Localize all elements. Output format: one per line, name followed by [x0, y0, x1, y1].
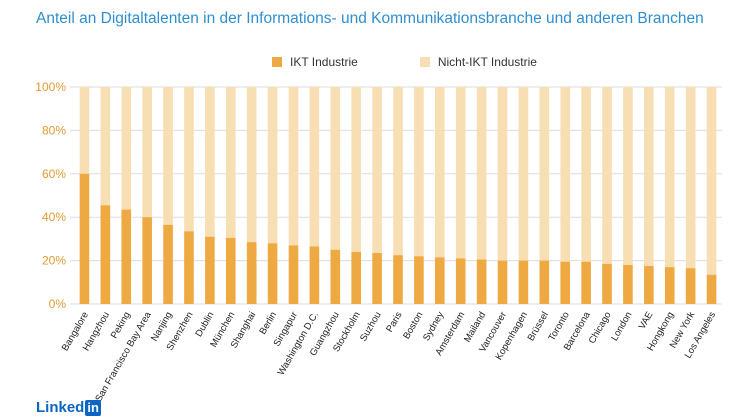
bar-ikt — [560, 261, 571, 304]
chart-legend: IKT Industrie Nicht-IKT Industrie — [272, 55, 599, 69]
legend-item-nicht-ikt: Nicht-IKT Industrie — [419, 55, 537, 69]
y-tick-label: 0% — [49, 297, 67, 311]
bar-nicht-ikt — [79, 87, 90, 174]
legend-label-ikt: IKT Industrie — [290, 55, 358, 69]
chart-title: Anteil an Digitaltalenten in der Informa… — [36, 10, 704, 27]
bar-ikt — [142, 217, 152, 304]
bar-nicht-ikt — [372, 87, 382, 254]
bar-nicht-ikt — [142, 87, 152, 218]
bar-nicht-ikt — [246, 87, 257, 243]
bar-ikt — [163, 224, 173, 304]
linkedin-logo-badge: in — [85, 399, 101, 416]
linkedin-logo-text: Linked — [36, 399, 85, 416]
bar-ikt — [330, 249, 341, 304]
legend-item-ikt: IKT Industrie — [272, 55, 358, 69]
bar-ikt — [539, 260, 550, 304]
bar-ikt — [288, 245, 299, 304]
bar-nicht-ikt — [476, 87, 487, 260]
bar-nicht-ikt — [706, 87, 717, 275]
bar-nicht-ikt — [581, 87, 591, 262]
bar-nicht-ikt — [184, 87, 194, 232]
bar-ikt — [372, 253, 382, 304]
bar-nicht-ikt — [623, 87, 633, 265]
legend-swatch-nicht-ikt — [419, 57, 430, 67]
bar-nicht-ikt — [100, 87, 111, 206]
bar-nicht-ikt — [455, 87, 466, 259]
bar-ikt — [205, 236, 215, 304]
bar-ikt — [644, 266, 654, 304]
bar-ikt — [100, 205, 111, 304]
x-tick-label: Berlin — [258, 310, 280, 337]
x-tick-label: VAE — [637, 310, 656, 331]
y-tick-label: 80% — [42, 123, 66, 137]
bar-ikt — [184, 231, 194, 304]
bar-ikt — [225, 237, 236, 304]
y-tick-label: 100% — [35, 80, 66, 94]
bar-nicht-ikt — [205, 87, 215, 237]
bar-ikt — [267, 243, 278, 304]
bar-nicht-ikt — [309, 87, 320, 247]
bar-nicht-ikt — [414, 87, 424, 257]
bar-ikt — [434, 257, 445, 304]
bar-nicht-ikt — [163, 87, 173, 225]
bar-nicht-ikt — [121, 87, 132, 210]
y-tick-label: 40% — [42, 210, 66, 224]
bar-ikt — [685, 268, 696, 304]
bar-nicht-ikt — [351, 87, 362, 252]
bar-nicht-ikt — [602, 87, 612, 264]
bar-nicht-ikt — [288, 87, 299, 246]
legend-label-nicht-ikt: Nicht-IKT Industrie — [437, 55, 537, 69]
bar-nicht-ikt — [685, 87, 696, 269]
bar-ikt — [414, 256, 424, 304]
bar-ikt — [664, 267, 675, 304]
bar-nicht-ikt — [539, 87, 550, 261]
bar-nicht-ikt — [644, 87, 654, 267]
bar-ikt — [246, 242, 257, 304]
bar-ikt — [351, 251, 362, 304]
bar-nicht-ikt — [560, 87, 571, 262]
bar-ikt — [393, 255, 403, 304]
y-tick-label: 60% — [42, 167, 66, 181]
bar-nicht-ikt — [330, 87, 341, 250]
bar-ikt — [309, 246, 320, 304]
y-tick-label: 20% — [42, 254, 66, 268]
x-tick-label: Paris — [384, 310, 404, 334]
bar-ikt — [455, 258, 466, 304]
bar-ikt — [497, 260, 508, 304]
x-tick-label: London — [609, 310, 634, 343]
bar-ikt — [476, 259, 487, 304]
bar-ikt — [706, 274, 717, 304]
bar-ikt — [79, 173, 90, 304]
bar-ikt — [121, 209, 132, 304]
linkedin-logo: Linked in — [36, 399, 101, 416]
bar-nicht-ikt — [393, 87, 403, 256]
bar-nicht-ikt — [267, 87, 278, 244]
bar-nicht-ikt — [434, 87, 445, 258]
bar-nicht-ikt — [518, 87, 529, 261]
bar-ikt — [602, 263, 612, 304]
bar-ikt — [581, 261, 591, 304]
bar-nicht-ikt — [664, 87, 675, 268]
legend-swatch-ikt — [272, 57, 282, 67]
bar-nicht-ikt — [497, 87, 508, 261]
bar-ikt — [518, 260, 529, 304]
bar-nicht-ikt — [225, 87, 236, 238]
bar-ikt — [623, 264, 633, 304]
